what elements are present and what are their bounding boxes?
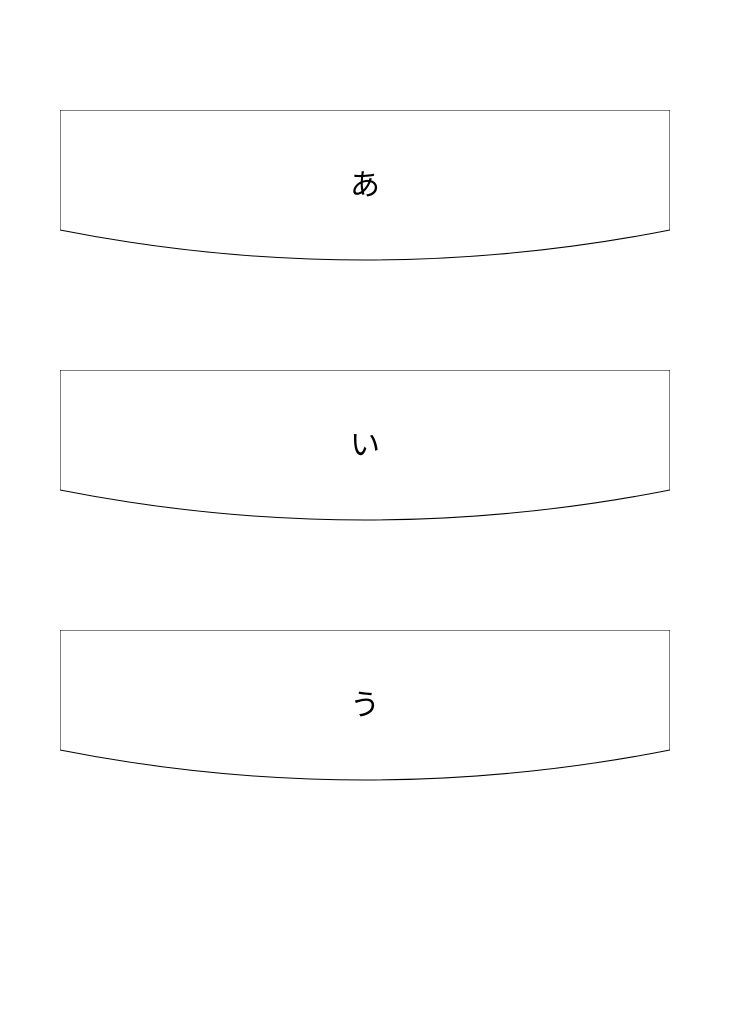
shape-a-label: あ — [60, 160, 670, 204]
shape-i: い — [60, 370, 670, 550]
diagram-canvas: あ い う — [0, 0, 730, 1032]
shape-i-label: い — [60, 420, 670, 464]
shape-u-label: う — [60, 680, 670, 724]
shape-a: あ — [60, 110, 670, 290]
shape-u: う — [60, 630, 670, 810]
